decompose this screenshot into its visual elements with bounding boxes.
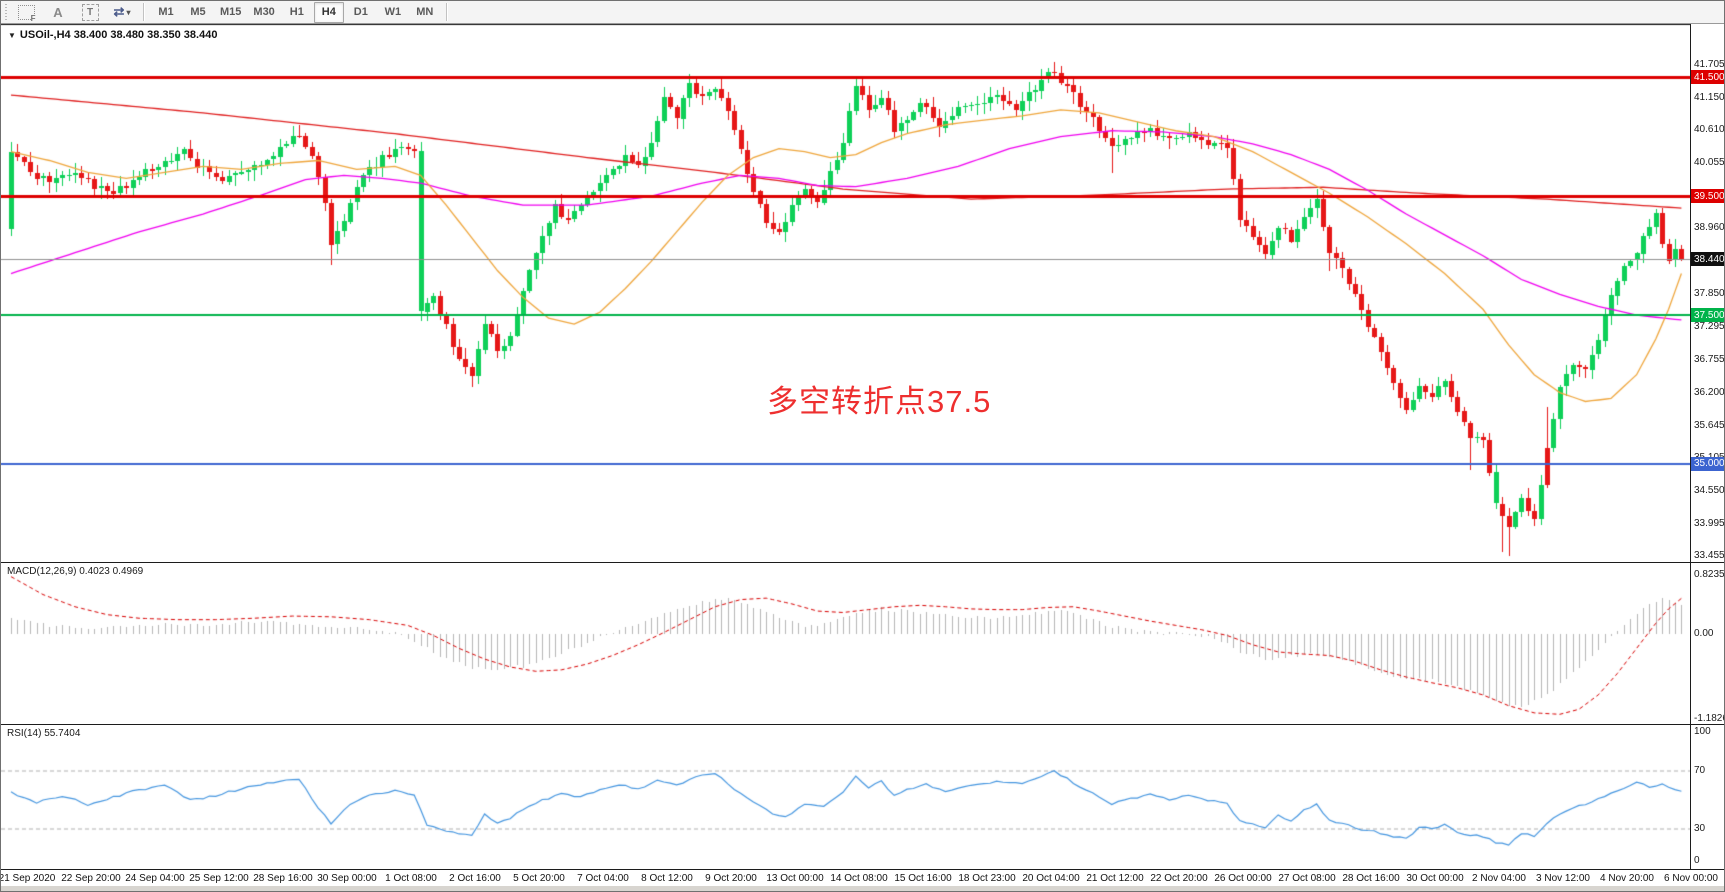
price-tick: 36.200 [1694, 386, 1725, 398]
time-label: 2 Nov 04:00 [1472, 873, 1526, 884]
rsi-canvas[interactable] [1, 725, 1690, 869]
time-label: 7 Oct 04:00 [577, 873, 629, 884]
time-label: 1 Oct 08:00 [385, 873, 437, 884]
toolbar-grip[interactable] [3, 4, 10, 20]
time-label: 3 Nov 12:00 [1536, 873, 1590, 884]
timeframe-button-d1[interactable]: D1 [353, 6, 368, 18]
time-label: 30 Sep 00:00 [317, 873, 377, 884]
time-label: 28 Sep 16:00 [253, 873, 313, 884]
swap-arrows-icon[interactable]: ⇄ ▾ [113, 4, 131, 19]
time-label: 5 Oct 20:00 [513, 873, 565, 884]
time-label: 27 Oct 08:00 [1278, 873, 1336, 884]
dotted-grid-f-icon[interactable]: F [11, 2, 41, 23]
letter-a-icon[interactable]: A [53, 4, 63, 20]
price-tick: 37.295 [1694, 321, 1725, 333]
time-label: 14 Oct 08:00 [830, 873, 888, 884]
time-label: 22 Sep 20:00 [61, 873, 121, 884]
price-tick: 33.455 [1694, 549, 1725, 561]
toolbar-separator [445, 3, 448, 21]
time-label: 24 Sep 04:00 [125, 873, 185, 884]
time-label: 22 Oct 20:00 [1150, 873, 1208, 884]
timeframe-button-m15[interactable]: M15 [220, 6, 242, 18]
time-label: 25 Sep 12:00 [189, 873, 249, 884]
rsi-axis-tick: 100 [1694, 726, 1711, 737]
macd-panel: MACD(12,26,9) 0.4023 0.4969 0.8235 0.00 -1… [1, 562, 1725, 724]
price-tick: 34.550 [1694, 484, 1725, 496]
price-tick: 41.150 [1694, 92, 1725, 104]
grid-f-label: F [30, 13, 36, 23]
timeframe-button-m5[interactable]: M5 [190, 6, 206, 18]
rsi-axis: 100 70 30 0 [1690, 725, 1724, 869]
toolbar-separator [143, 3, 145, 21]
timeframe-button-w1[interactable]: W1 [384, 6, 402, 18]
price-badge-41.500: 41.500 [1691, 70, 1724, 85]
macd-axis-tick: 0.00 [1694, 628, 1714, 639]
rsi-axis-tick: 70 [1694, 765, 1706, 776]
macd-axis-tick: 0.8235 [1694, 568, 1725, 580]
bottom-status-strip [1, 886, 1724, 891]
time-label: 9 Oct 20:00 [705, 873, 757, 884]
macd-canvas[interactable] [1, 563, 1690, 724]
rsi-axis-tick: 0 [1694, 855, 1700, 866]
price-tick: 35.645 [1694, 419, 1725, 431]
rsi-axis-tick: 30 [1694, 823, 1706, 834]
price-badge-39.500: 39.500 [1691, 189, 1724, 204]
time-label: 21 Sep 2020 [0, 873, 56, 884]
price-tick: 40.610 [1694, 124, 1725, 136]
chart-text-annotation: 多空转折点37.5 [767, 384, 992, 419]
price-badge-37.500: 37.500 [1691, 308, 1724, 323]
time-label: 15 Oct 16:00 [894, 873, 952, 884]
rsi-panel: RSI(14) 55.7404 100 70 30 0 [1, 724, 1724, 869]
timeframe-button-m30[interactable]: M30 [253, 6, 275, 18]
timeframe-button-m1[interactable]: M1 [158, 6, 174, 18]
timeframe-group: M1 M5 M15 M30 H1 H4 D1 W1 MN [150, 1, 441, 23]
time-label: 18 Oct 23:00 [958, 873, 1016, 884]
price-tick: 37.850 [1694, 288, 1725, 300]
macd-label: MACD(12,26,9) 0.4023 0.4969 [7, 566, 144, 577]
toolbar: F A T ⇄ ▾ M1 M5 M15 M30 H1 H4 D1 W1 MN [1, 1, 1724, 24]
price-chart-canvas[interactable] [1, 24, 1690, 562]
time-label: 2 Oct 16:00 [449, 873, 501, 884]
timeframe-button-h4[interactable]: H4 [313, 1, 344, 23]
price-tick: 33.995 [1694, 517, 1725, 529]
symbol-dropdown-icon[interactable]: ▼ [8, 31, 16, 40]
price-tick: 41.705 [1694, 59, 1725, 70]
price-badge-35.000: 35.000 [1691, 456, 1724, 471]
price-tick: 40.055 [1694, 157, 1725, 169]
time-label: 21 Oct 12:00 [1086, 873, 1144, 884]
time-label: 20 Oct 04:00 [1022, 873, 1080, 884]
time-label: 6 Nov 00:00 [1664, 873, 1718, 884]
caret-down-icon: ▾ [126, 7, 131, 17]
price-badge-38.440: 38.440 [1691, 252, 1724, 267]
time-label: 8 Oct 12:00 [641, 873, 693, 884]
timeframe-button-h1[interactable]: H1 [289, 6, 304, 18]
time-label: 28 Oct 16:00 [1342, 873, 1400, 884]
boxed-t-icon[interactable]: T [75, 2, 105, 23]
price-axis: 41.705 41.150 40.610 40.055 38.960 37.850 37.2… [1690, 24, 1725, 562]
price-tick: 36.755 [1694, 353, 1725, 365]
price-tick: 38.960 [1694, 222, 1725, 234]
macd-axis: 0.8235 0.00 -1.1826 [1690, 563, 1725, 724]
time-label: 13 Oct 00:00 [766, 873, 824, 884]
symbol-ohlc-label: ▼ USOil-,H4 38.400 38.480 38.350 38.440 [8, 29, 218, 41]
price-chart-panel: ▼ USOil-,H4 38.400 38.480 38.350 38.440 多… [1, 24, 1725, 562]
rsi-label: RSI(14) 55.7404 [7, 728, 81, 739]
macd-axis-tick: -1.1826 [1694, 712, 1725, 724]
timeframe-button-mn[interactable]: MN [416, 6, 434, 18]
time-label: 4 Nov 20:00 [1600, 873, 1654, 884]
time-label: 30 Oct 00:00 [1406, 873, 1464, 884]
time-label: 26 Oct 00:00 [1214, 873, 1272, 884]
time-axis[interactable]: 21 Sep 2020 22 Sep 20:00 24 Sep 04:00 25 Se… [0, 869, 1724, 891]
